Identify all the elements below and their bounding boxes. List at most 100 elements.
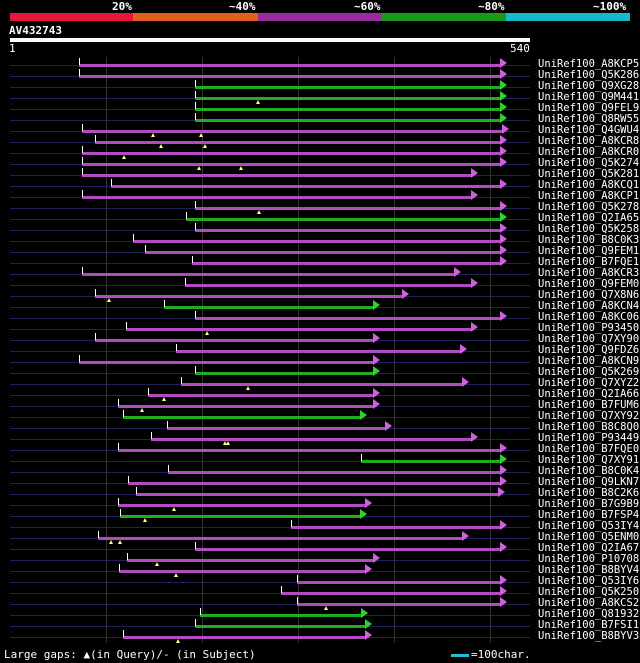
hit-id-label[interactable]: UniRef100_P93450	[538, 322, 640, 334]
hit-id-label[interactable]: UniRef100_Q5K258	[538, 223, 640, 235]
hit-id-label[interactable]: UniRef100_Q5K278	[538, 201, 640, 213]
hit-id-label[interactable]: UniRef100_Q7XY91	[538, 454, 640, 466]
hit-id-label[interactable]: UniRef100_Q5K286	[538, 69, 640, 81]
hit-id-label[interactable]: UniRef100_Q4GWU4	[538, 124, 640, 136]
hit-bar[interactable]	[82, 130, 504, 133]
hit-row[interactable]: UniRef100_Q9XG28	[0, 80, 640, 93]
hit-row[interactable]: UniRef100_B8C8Q0	[0, 421, 640, 434]
hit-id-label[interactable]: UniRef100_Q2IA67	[538, 542, 640, 554]
hit-bar[interactable]	[147, 394, 374, 397]
hit-bar[interactable]	[79, 75, 502, 78]
hit-row[interactable]: UniRef100_Q5ENM0	[0, 531, 640, 544]
hit-id-label[interactable]: UniRef100_Q7XY92	[538, 410, 640, 422]
hit-id-label[interactable]: UniRef100_Q5K269	[538, 366, 640, 378]
hit-id-label[interactable]: UniRef100_Q9FDZ6	[538, 344, 640, 356]
hit-id-label[interactable]: UniRef100_Q9M441	[538, 91, 640, 103]
hit-id-label[interactable]: UniRef100_Q9FEM0	[538, 278, 640, 290]
hit-bar[interactable]	[94, 339, 374, 342]
hit-bar[interactable]	[117, 405, 374, 408]
hit-id-label[interactable]: UniRef100_A8KCP5	[538, 58, 640, 70]
hit-bar[interactable]	[136, 493, 500, 496]
hit-row[interactable]: UniRef100_Q8RW55	[0, 113, 640, 126]
hit-bar[interactable]	[79, 361, 374, 364]
hit-bar[interactable]	[128, 482, 502, 485]
hit-row[interactable]: UniRef100_Q5K269	[0, 366, 640, 379]
hit-bar[interactable]	[192, 262, 502, 265]
hit-bar[interactable]	[82, 174, 473, 177]
hit-bar[interactable]	[194, 372, 374, 375]
hit-row[interactable]: UniRef100_B8C2K6	[0, 487, 640, 500]
hit-bar[interactable]	[199, 614, 363, 617]
hit-bar[interactable]	[82, 152, 502, 155]
hit-bar[interactable]	[122, 636, 367, 639]
hit-row[interactable]: UniRef100_A8KCN9	[0, 355, 640, 368]
hit-bar[interactable]	[194, 97, 502, 100]
hit-row[interactable]: UniRef100_Q9M441	[0, 91, 640, 104]
hit-bar[interactable]	[194, 119, 502, 122]
hit-bar[interactable]	[361, 460, 502, 463]
hit-id-label[interactable]: UniRef100_B8BYV4	[538, 564, 640, 576]
hit-row[interactable]: UniRef100_Q7XY91	[0, 454, 640, 467]
hit-id-label[interactable]: UniRef100_Q5ENM0	[538, 531, 640, 543]
hit-id-label[interactable]: UniRef100_B7FSP4	[538, 509, 640, 521]
hit-bar[interactable]	[296, 603, 502, 606]
hit-id-label[interactable]: UniRef100_Q7X8N6	[538, 289, 640, 301]
hit-id-label[interactable]: UniRef100_P10708	[538, 553, 640, 565]
hit-bar[interactable]	[125, 328, 473, 331]
hit-id-label[interactable]: UniRef100_B7FQE1	[538, 256, 640, 268]
hit-id-label[interactable]: UniRef100_A8KCR3	[538, 267, 640, 279]
hit-row[interactable]: UniRef100_A8KCS2	[0, 597, 640, 610]
hit-id-label[interactable]: UniRef100_Q5K281	[538, 168, 640, 180]
hit-id-label[interactable]: UniRef100_Q9LKN7	[538, 476, 640, 488]
hit-id-label[interactable]: UniRef100_Q53IY6	[538, 575, 640, 587]
hit-row[interactable]: UniRef100_Q9FEM0	[0, 278, 640, 291]
hit-row[interactable]: UniRef100_Q9FEM1	[0, 245, 640, 258]
hit-row[interactable]: UniRef100_A8KCP1	[0, 190, 640, 203]
hit-id-label[interactable]: UniRef100_P93449	[538, 432, 640, 444]
hit-bar[interactable]	[175, 350, 461, 353]
hit-row[interactable]: UniRef100_P93450	[0, 322, 640, 335]
hit-row[interactable]: UniRef100_A8KCN4	[0, 300, 640, 313]
hit-id-label[interactable]: UniRef100_Q9XG28	[538, 80, 640, 92]
hit-row[interactable]: UniRef100_B8C0K3	[0, 234, 640, 247]
hit-row[interactable]: UniRef100_Q7XY90	[0, 333, 640, 346]
hit-row[interactable]: UniRef100_A8KCR8	[0, 135, 640, 148]
hit-bar[interactable]	[94, 295, 403, 298]
hit-bar[interactable]	[82, 163, 502, 166]
hit-id-label[interactable]: UniRef100_Q5K274	[538, 157, 640, 169]
hit-row[interactable]: UniRef100_B7FQE0	[0, 443, 640, 456]
hit-row[interactable]: UniRef100_A8KCQ1	[0, 179, 640, 192]
hit-row[interactable]: UniRef100_Q7XYZ2	[0, 377, 640, 390]
hit-id-label[interactable]: UniRef100_A8KCN4	[538, 300, 640, 312]
hit-bar[interactable]	[167, 471, 502, 474]
hit-bar[interactable]	[82, 196, 473, 199]
hit-id-label[interactable]: UniRef100_A8KCR8	[538, 135, 640, 147]
hit-row[interactable]: UniRef100_Q2IA66	[0, 388, 640, 401]
hit-row[interactable]: UniRef100_Q2IA65	[0, 212, 640, 225]
hit-bar[interactable]	[291, 526, 502, 529]
hit-bar[interactable]	[186, 218, 502, 221]
hit-bar[interactable]	[166, 427, 386, 430]
hit-id-label[interactable]: UniRef100_Q2IA65	[538, 212, 640, 224]
hit-bar[interactable]	[94, 141, 502, 144]
hit-row[interactable]: UniRef100_P93449	[0, 432, 640, 445]
hit-id-label[interactable]: UniRef100_B7FSI1	[538, 619, 640, 631]
hit-id-label[interactable]: UniRef100_B8C2K6	[538, 487, 640, 499]
hit-id-label[interactable]: UniRef100_B8BYV3	[538, 630, 640, 642]
hit-row[interactable]: UniRef100_A8KC06	[0, 311, 640, 324]
hit-id-label[interactable]: UniRef100_Q9FEL9	[538, 102, 640, 114]
hit-bar[interactable]	[194, 108, 502, 111]
hit-bar[interactable]	[97, 537, 463, 540]
hit-row[interactable]: UniRef100_Q5K286	[0, 69, 640, 82]
hit-row[interactable]: UniRef100_Q53IY6	[0, 575, 640, 588]
hit-bar[interactable]	[111, 185, 502, 188]
hit-id-label[interactable]: UniRef100_A8KCS2	[538, 597, 640, 609]
hit-id-label[interactable]: UniRef100_B8C0K3	[538, 234, 640, 246]
hit-id-label[interactable]: UniRef100_B7FUM6	[538, 399, 640, 411]
hit-bar[interactable]	[122, 416, 361, 419]
hit-id-label[interactable]: UniRef100_Q7XY90	[538, 333, 640, 345]
hit-bar[interactable]	[194, 317, 502, 320]
hit-id-label[interactable]: UniRef100_B8C0K4	[538, 465, 640, 477]
hit-id-label[interactable]: UniRef100_B7FQE0	[538, 443, 640, 455]
hit-row[interactable]: UniRef100_A8KCP5	[0, 58, 640, 71]
